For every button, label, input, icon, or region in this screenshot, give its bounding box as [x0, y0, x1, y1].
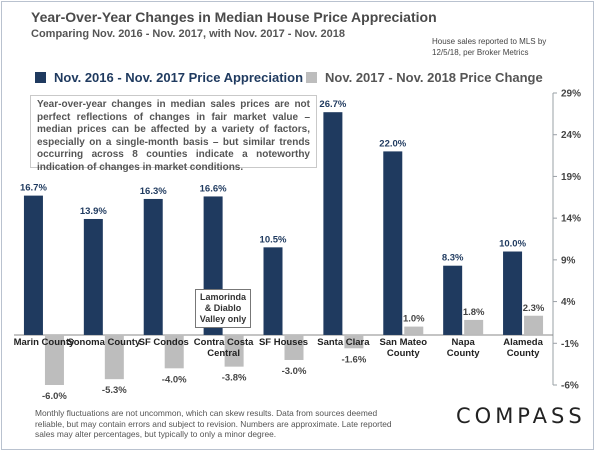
source-note: House sales reported to MLS by 12/5/18, …	[432, 36, 582, 58]
source-line-2: 12/5/18, per Broker Metrics	[432, 48, 529, 57]
compass-logo: COMPASS	[456, 404, 586, 428]
chart-title: Year-Over-Year Changes in Median House P…	[31, 9, 437, 25]
bar-series-1	[263, 247, 283, 335]
category-label: Contra Costa	[194, 337, 254, 348]
data-label-series-1: 8.3%	[442, 253, 464, 264]
chart-subtitle: Comparing Nov. 2016 - Nov. 2017, with No…	[31, 28, 346, 40]
category-label: San Mateo	[380, 337, 428, 348]
data-label-series-1: 16.3%	[140, 186, 167, 197]
footer-line-3: sales may alter percentages, but typical…	[35, 429, 277, 439]
legend-label-series-1: Nov. 2016 - Nov. 2017 Price Appreciation	[54, 70, 304, 85]
legend-item-series-2: Nov. 2017 - Nov. 2018 Price Change	[306, 70, 543, 85]
bar-series-1	[443, 265, 463, 335]
bar-series-2	[104, 334, 124, 380]
category-label: County	[447, 348, 480, 359]
category-label: County	[507, 348, 540, 359]
bar-series-1	[383, 151, 403, 335]
data-label-series-2: -6.0%	[42, 391, 67, 402]
y-tick-label: -6%	[561, 381, 579, 392]
category-label: Marin County	[14, 337, 75, 348]
y-tick-label: 24%	[561, 130, 581, 141]
data-label-series-2: -4.0%	[162, 374, 187, 385]
category-label: Santa Clara	[317, 337, 370, 348]
data-label-series-2: 1.0%	[403, 314, 425, 325]
footer-line-1: Monthly fluctuations are not uncommon, w…	[35, 408, 378, 418]
bar-series-1	[83, 218, 103, 335]
bar-series-1	[323, 112, 343, 335]
bar-series-2	[344, 334, 364, 349]
y-tick-label: 4%	[561, 297, 576, 308]
data-label-series-1: 26.7%	[319, 99, 346, 110]
data-label-series-1: 10.0%	[499, 239, 526, 250]
category-label: SF Houses	[259, 337, 308, 348]
footer-disclaimer: Monthly fluctuations are not uncommon, w…	[35, 408, 425, 440]
contra-costa-callout: Lamorinda & Diablo Valley only	[195, 289, 251, 328]
footer-line-2: reliable, but may contain errors and sub…	[35, 418, 392, 429]
data-label-series-2: -3.0%	[282, 366, 307, 377]
y-tick-label: -1%	[561, 339, 579, 350]
bar-series-2	[464, 319, 484, 335]
data-label-series-1: 16.7%	[20, 183, 47, 194]
bar-series-1	[23, 195, 43, 335]
data-label-series-2: 2.3%	[523, 303, 545, 314]
legend-label-series-2: Nov. 2017 - Nov. 2018 Price Change	[325, 70, 543, 85]
category-label: Alameda	[503, 337, 543, 348]
category-label: County	[387, 348, 420, 359]
bar-series-2	[524, 315, 544, 335]
data-label-series-2: 1.8%	[463, 307, 485, 318]
data-label-series-2: -3.8%	[222, 373, 247, 384]
disclaimer-note: Year-over-year changes in median sales p…	[30, 95, 317, 173]
callout-line-3: Valley only	[199, 314, 247, 324]
data-label-series-1: 10.5%	[260, 234, 287, 245]
bar-series-2	[224, 334, 244, 367]
data-label-series-2: -5.3%	[102, 385, 127, 396]
callout-line-1: Lamorinda	[199, 292, 246, 302]
bar-series-2	[404, 326, 424, 335]
category-label: Central	[207, 348, 240, 359]
bar-series-2	[284, 334, 304, 360]
y-tick-label: 9%	[561, 255, 576, 266]
bar-series-2	[44, 334, 64, 385]
category-label: Napa	[452, 337, 476, 348]
bar-series-1	[143, 198, 163, 335]
y-tick-label: 19%	[561, 172, 581, 183]
y-tick-label: 14%	[561, 214, 581, 225]
y-tick-label: 29%	[561, 89, 581, 100]
category-label: Sonoma County	[67, 337, 141, 348]
legend-swatch-series-2	[306, 72, 317, 83]
bar-series-2	[164, 334, 184, 369]
bar-series-1	[503, 251, 523, 335]
data-label-series-1: 16.6%	[200, 183, 227, 194]
legend-swatch-series-1	[35, 72, 46, 83]
data-label-series-2: -1.6%	[341, 354, 366, 365]
legend-item-series-1: Nov. 2016 - Nov. 2017 Price Appreciation	[35, 70, 303, 85]
data-label-series-1: 22.0%	[379, 138, 406, 149]
callout-line-2: & Diablo	[204, 303, 242, 313]
source-line-1: House sales reported to MLS by	[432, 37, 547, 46]
category-label: SF Condos	[139, 337, 189, 348]
data-label-series-1: 13.9%	[80, 206, 107, 217]
